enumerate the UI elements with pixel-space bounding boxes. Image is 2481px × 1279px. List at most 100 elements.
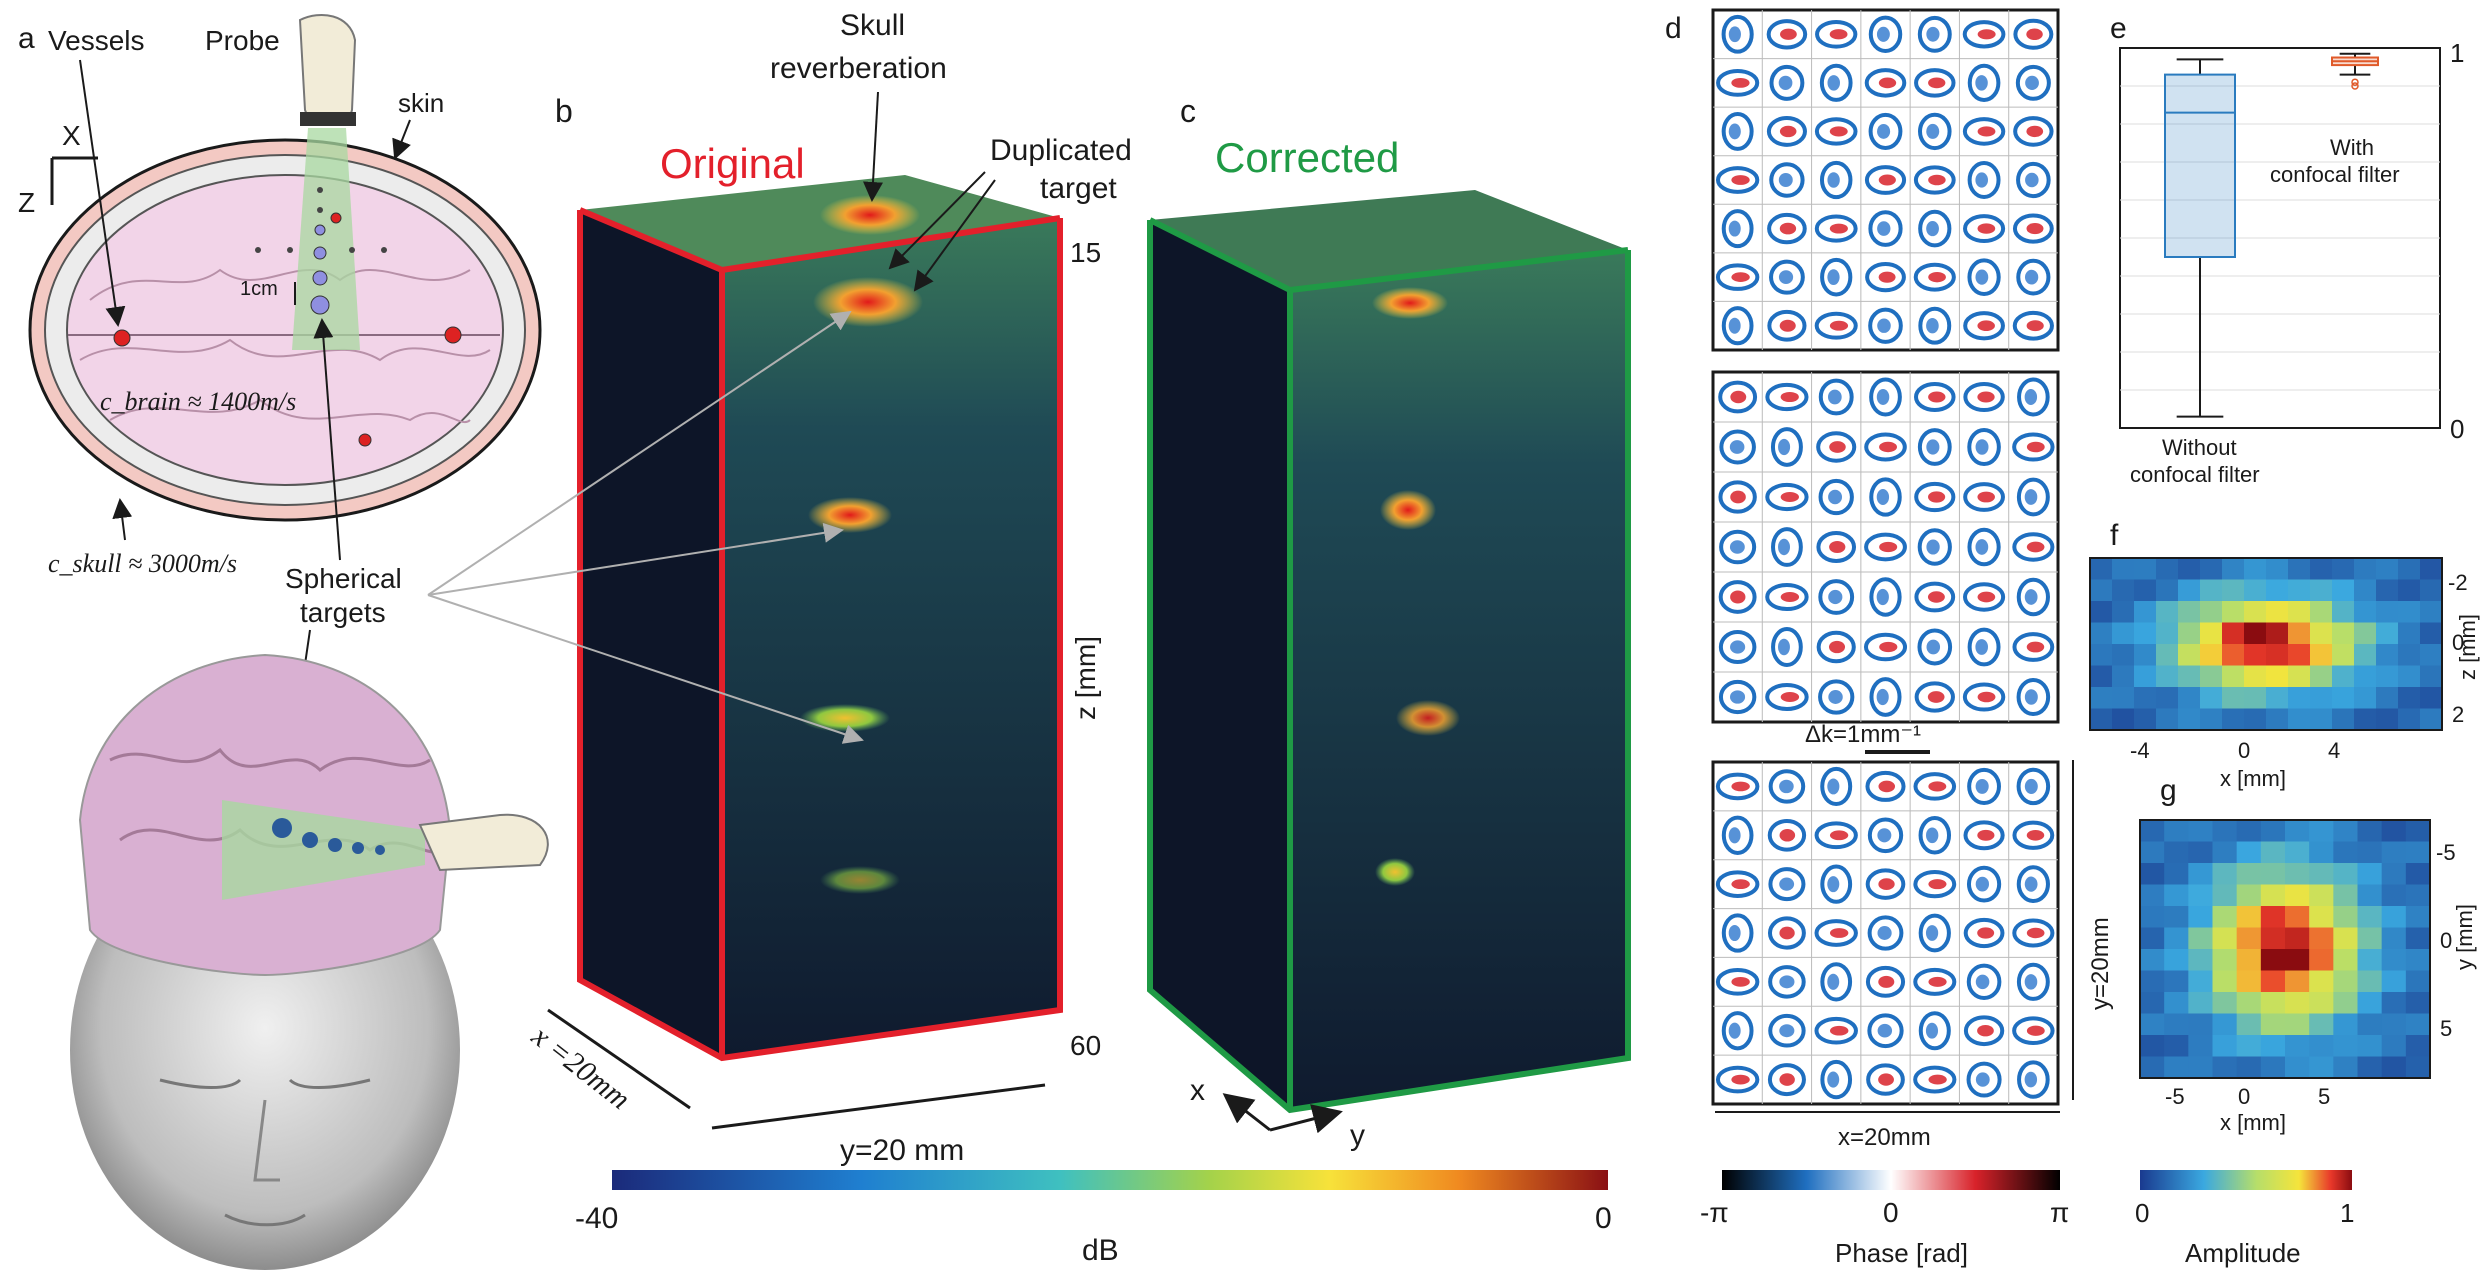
heat-cell: [2333, 970, 2358, 993]
f-frame: [2089, 557, 2443, 731]
f-xtick-1: -4: [2130, 738, 2150, 763]
heat-cell: [2178, 622, 2201, 645]
scale-label: 1cm: [240, 278, 278, 300]
heat-cell: [2288, 601, 2311, 623]
phase-cell-ring: [1721, 14, 1754, 54]
phase-cell-ring: [1866, 1063, 1905, 1096]
heat-cell: [2420, 687, 2443, 709]
phase-cell-core: [2024, 389, 2038, 405]
phase-cell-core: [2024, 974, 2038, 990]
heat-cell: [2266, 558, 2289, 580]
heat-cell: [2285, 1035, 2310, 1057]
heat-cell: [2260, 820, 2286, 842]
phase-cell-ring: [1869, 677, 1902, 717]
phase-cell-core: [1730, 390, 1747, 404]
phase-cell-core: [2026, 829, 2045, 841]
probe-icon: [298, 13, 357, 124]
heat-cell: [2333, 927, 2358, 950]
heat-cell: [2140, 992, 2165, 1014]
skull-arrow: [863, 91, 883, 202]
heat-cell: [2398, 558, 2421, 580]
heat-cell: [2212, 1035, 2238, 1057]
heat-cell: [2222, 687, 2245, 709]
phase-cell-ring: [1913, 165, 1956, 195]
heat-cell: [2244, 644, 2267, 666]
g-xtick-3: 5: [2318, 1084, 2330, 1109]
phase-cell-ring: [1967, 258, 2001, 296]
f-xtick-3: 4: [2328, 738, 2340, 763]
heat-cell: [2244, 708, 2267, 731]
phase-cell-core: [1731, 1074, 1750, 1085]
heat-cell: [2357, 1056, 2383, 1079]
phase-cell-ring: [1770, 427, 1803, 467]
phase-cell-ring: [1917, 528, 1952, 566]
heat-cell: [2260, 841, 2286, 864]
phase-cell-core: [1780, 28, 1797, 40]
heat-cell: [2333, 1056, 2358, 1079]
volume-side-face: [580, 210, 722, 1058]
phase-cell-ring: [2016, 962, 2050, 1001]
phase-grid-middle: [1711, 370, 2060, 724]
heat-cell: [2244, 687, 2267, 709]
heat-cell: [2285, 949, 2310, 971]
phase-cell-ring: [1867, 817, 1904, 854]
phase-cell-ring: [1918, 209, 1952, 248]
phase-cell-core: [1778, 438, 1791, 456]
phase-cell-core: [1828, 690, 1843, 704]
phase-cell-core: [2025, 75, 2039, 90]
phase-cell-ring: [1765, 482, 1809, 512]
heat-cell: [2090, 601, 2113, 623]
heat-cell: [2376, 601, 2399, 623]
phase-cell-ring: [1963, 214, 2006, 244]
heat-cell: [2236, 992, 2262, 1014]
colorbar-amp-label: Amplitude: [2185, 1238, 2301, 1268]
heat-cell: [2266, 579, 2289, 602]
heat-cell: [2164, 970, 2189, 993]
panel-e: e 1 0 Without confocal filter With confo…: [2110, 12, 2464, 487]
phase-cell-ring: [1820, 766, 1853, 806]
heat-cell: [2188, 927, 2213, 950]
heat-cell: [2140, 949, 2165, 971]
phase-cell-ring: [1962, 682, 2006, 712]
phase-cell-ring: [1868, 307, 1903, 344]
phase-cell-ring: [1864, 432, 1907, 462]
e-y-bottom: 0: [2450, 414, 2464, 444]
heat-cell: [2134, 644, 2157, 666]
heat-cell: [2332, 708, 2355, 731]
face-eyes: [159, 1078, 371, 1089]
phase-cell-core: [1731, 781, 1750, 792]
e-label-with-2: confocal filter: [2270, 162, 2400, 187]
phase-cell-core: [2024, 1071, 2038, 1088]
phase-cell-core: [1876, 688, 1889, 706]
e-boxes: [2164, 52, 2379, 418]
heat-cell: [2134, 708, 2157, 731]
z-bottom-label: 60: [1070, 1030, 1101, 1061]
phase-cell-ring: [2016, 865, 2050, 904]
heat-cell: [2288, 579, 2311, 602]
e-gridlines: [2120, 85, 2440, 391]
phase-cell-ring: [1963, 820, 2005, 851]
heat-cell: [2222, 579, 2245, 602]
heat-cell: [2333, 906, 2358, 928]
phase-cell-ring: [1865, 770, 1906, 802]
heat-cell: [2288, 622, 2311, 645]
phase-cell-ring: [1914, 581, 1956, 613]
heat-cell: [2309, 906, 2334, 928]
heat-cell: [2244, 601, 2267, 623]
phase-cell-core: [1878, 174, 1896, 186]
phase-cell-ring: [1918, 112, 1952, 151]
gray-arrow-1: [427, 310, 852, 596]
phase-cell-ring: [1769, 259, 1805, 295]
heat-cell: [2405, 884, 2431, 907]
phase-cell-core: [1780, 391, 1799, 403]
heat-cell: [2236, 1013, 2262, 1036]
phase-cell-core: [1927, 691, 1945, 703]
heat-cell: [2354, 644, 2377, 666]
phase-cell-core: [1778, 75, 1793, 91]
phase-cell-core: [1878, 77, 1897, 89]
phase-cell-ring: [1820, 962, 1853, 1002]
heat-cell: [2309, 863, 2334, 885]
heat-cell: [2222, 622, 2245, 645]
heat-cell: [2405, 863, 2431, 885]
phase-cell-core: [1728, 317, 1741, 334]
